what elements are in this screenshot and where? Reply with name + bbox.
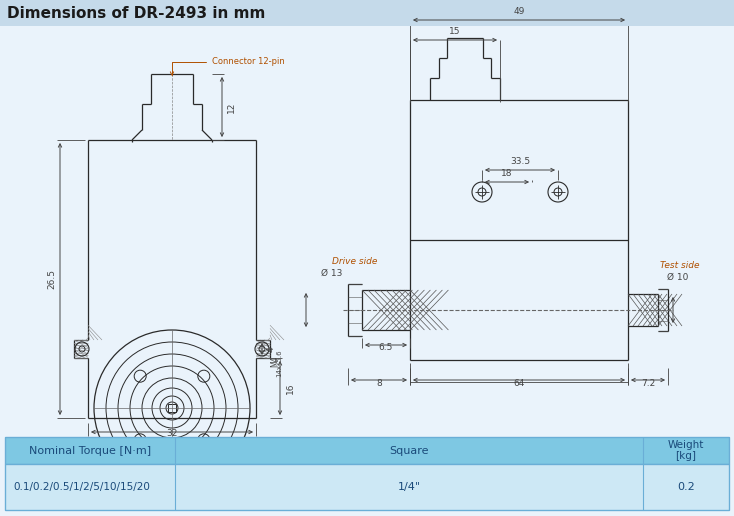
Bar — [168, 404, 176, 412]
Text: 15: 15 — [449, 27, 461, 36]
Text: 16: 16 — [286, 382, 294, 394]
Text: Square: Square — [389, 445, 429, 456]
Text: 32: 32 — [167, 429, 178, 438]
Text: Ø 13: Ø 13 — [321, 269, 343, 278]
Bar — [5, 464, 729, 510]
Text: Connector 12-pin: Connector 12-pin — [170, 57, 285, 75]
Text: 18: 18 — [501, 169, 513, 178]
Text: 1/4": 1/4" — [397, 482, 421, 492]
Text: Nominal Torque [N·m]: Nominal Torque [N·m] — [29, 445, 151, 456]
Text: 33.5: 33.5 — [510, 157, 530, 166]
Text: 7.2: 7.2 — [641, 379, 655, 388]
Text: 4: 4 — [266, 346, 275, 352]
Text: 8: 8 — [376, 379, 382, 388]
Bar — [0, 0, 734, 26]
Text: Drive side: Drive side — [333, 257, 378, 266]
Text: 0.1/0.2/0.5/1/2/5/10/15/20: 0.1/0.2/0.5/1/2/5/10/15/20 — [13, 482, 150, 492]
Text: 26.5: 26.5 — [48, 269, 57, 289]
Text: 12: 12 — [227, 101, 236, 112]
Text: 6.5: 6.5 — [379, 343, 393, 352]
Text: M4: M4 — [270, 355, 279, 367]
Bar — [5, 437, 729, 464]
Text: 14x°5.6: 14x°5.6 — [276, 349, 282, 377]
Text: Test side: Test side — [661, 261, 700, 270]
Text: Weight
[kg]: Weight [kg] — [668, 440, 704, 461]
Text: Dimensions of DR-2493 in mm: Dimensions of DR-2493 in mm — [7, 6, 266, 21]
Text: 64: 64 — [513, 379, 525, 388]
Text: 0.2: 0.2 — [677, 482, 695, 492]
Bar — [0, 26, 734, 434]
Text: Ø 10: Ø 10 — [667, 273, 688, 282]
Text: 49: 49 — [513, 7, 525, 16]
